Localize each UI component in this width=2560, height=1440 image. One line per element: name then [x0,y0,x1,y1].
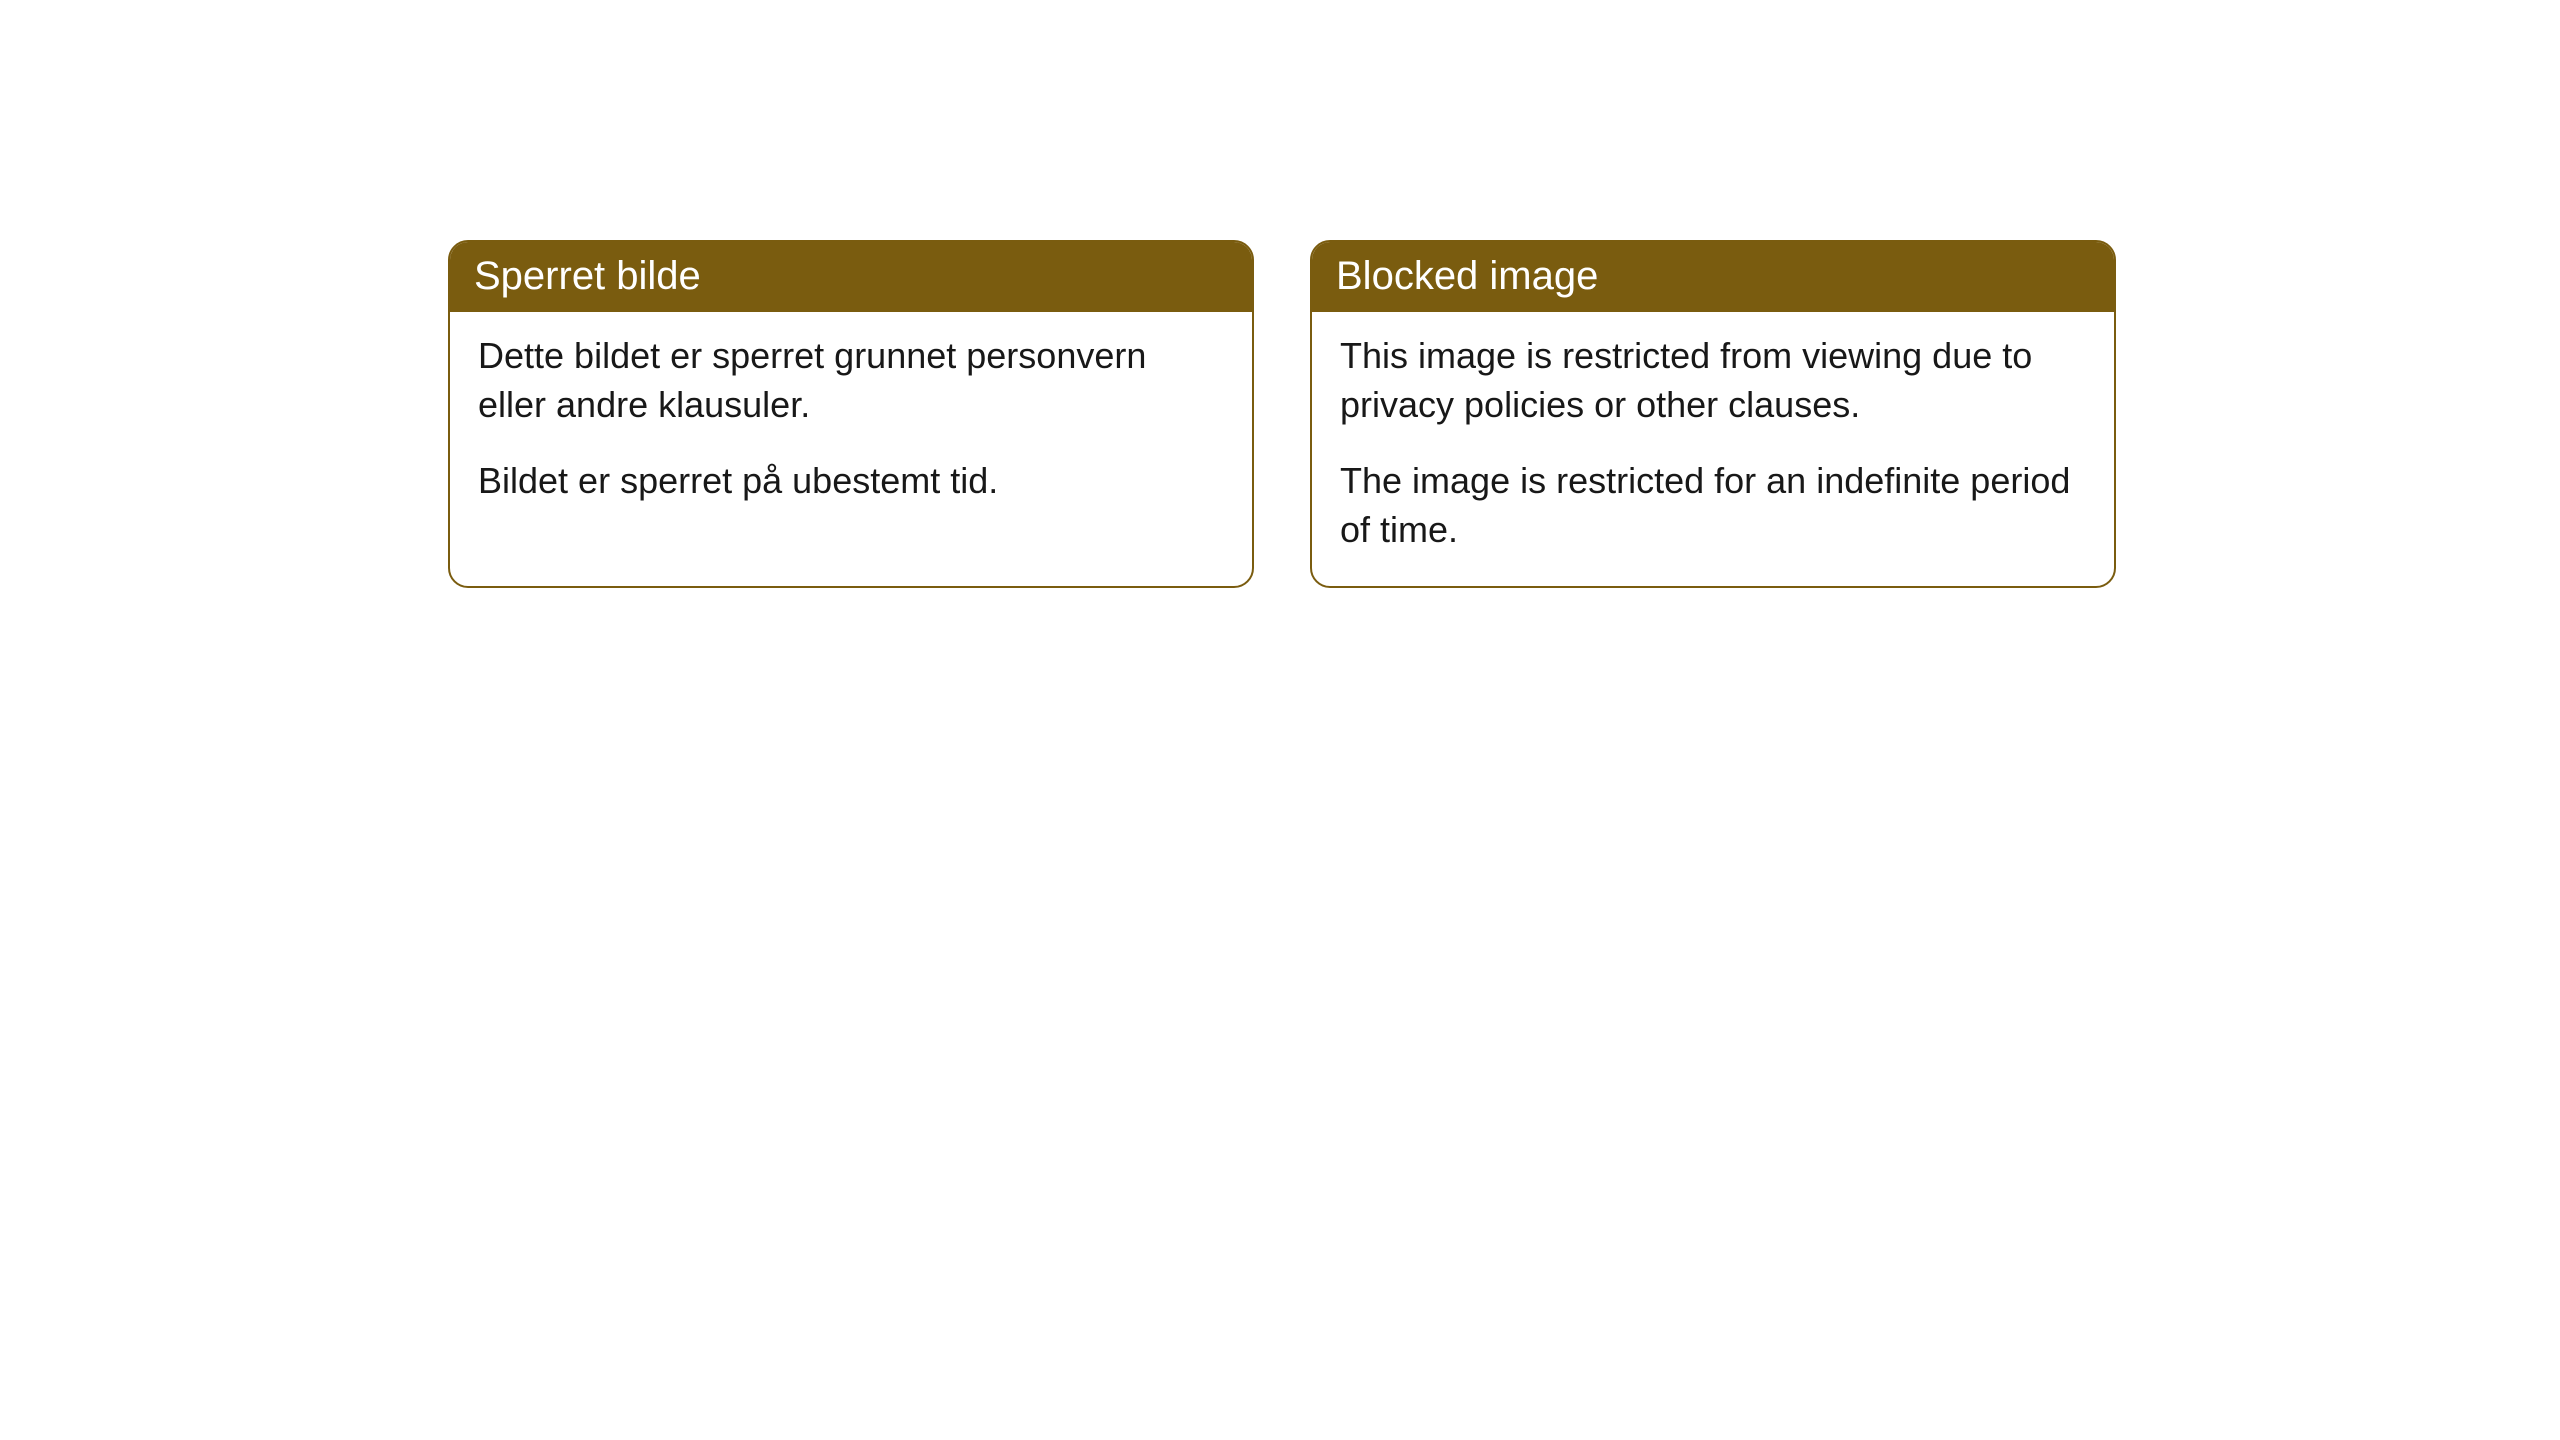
blocked-image-card-english: Blocked image This image is restricted f… [1310,240,2116,588]
card-paragraph: The image is restricted for an indefinit… [1340,457,2086,554]
blocked-image-card-norwegian: Sperret bilde Dette bildet er sperret gr… [448,240,1254,588]
card-header: Blocked image [1312,242,2114,312]
card-body: Dette bildet er sperret grunnet personve… [450,312,1252,538]
card-paragraph: Bildet er sperret på ubestemt tid. [478,457,1224,506]
notice-cards-container: Sperret bilde Dette bildet er sperret gr… [448,240,2116,588]
card-paragraph: This image is restricted from viewing du… [1340,332,2086,429]
card-paragraph: Dette bildet er sperret grunnet personve… [478,332,1224,429]
card-body: This image is restricted from viewing du… [1312,312,2114,586]
card-header: Sperret bilde [450,242,1252,312]
